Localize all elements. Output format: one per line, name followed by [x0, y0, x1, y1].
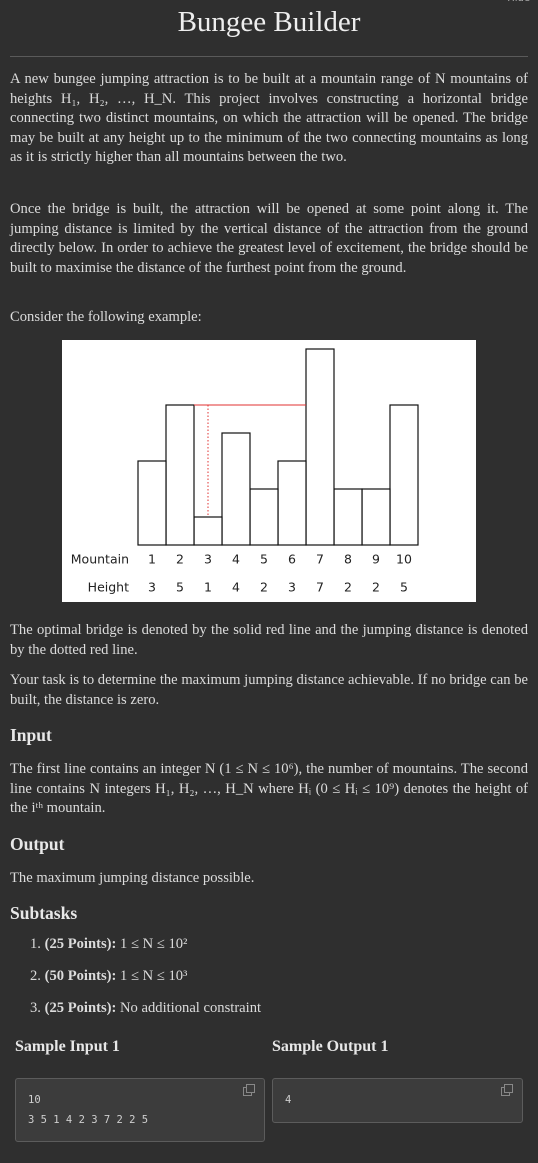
subtask: 1. (25 Points): 1 ≤ N ≤ 10² — [30, 936, 187, 953]
row-label: Height — [88, 580, 129, 595]
sample-input-box: 10 3 5 1 4 2 3 7 2 2 5 — [15, 1078, 265, 1142]
mountain-bar — [361, 488, 391, 546]
mountain-number: 10 — [396, 552, 412, 567]
height-label: 2 — [372, 580, 380, 595]
title: Bungee Builder — [177, 6, 361, 38]
subtask: 2. (50 Points): 1 ≤ N ≤ 10³ — [30, 968, 187, 985]
mountain-figure: 5 10 2 9 2 8 7 7 3 6 2 5 4 4 1 3 5 2 3 1 Height Mountain — [71, 348, 419, 595]
copy-icon[interactable] — [242, 1083, 256, 1097]
height-label: 2 — [344, 580, 352, 595]
height-label: 3 — [148, 580, 156, 595]
sample-output-box: 4 — [272, 1078, 523, 1123]
height-label: 7 — [316, 580, 324, 595]
mountain-number: 2 — [176, 552, 184, 567]
divider — [10, 56, 528, 57]
mountain-bar — [249, 488, 279, 546]
mountain-bar — [221, 432, 251, 546]
mountain-bar — [305, 348, 335, 546]
row-label: Mountain — [71, 552, 129, 567]
paragraph: The first line contains an integer N (1 … — [10, 761, 528, 816]
height-label: 3 — [288, 580, 296, 595]
section-heading: Subtasks — [10, 903, 78, 923]
mountain-bar — [137, 460, 167, 546]
sample-input: 10 3 5 1 4 2 3 7 2 2 5 — [28, 1094, 149, 1126]
sample-heading: Sample Output 1 — [272, 1038, 389, 1055]
height-label: 4 — [232, 580, 240, 595]
copy-icon[interactable] — [500, 1083, 514, 1097]
mountain-number: 3 — [204, 552, 212, 567]
mountain-number: 7 — [316, 552, 324, 567]
subtask-label: (50 Points): — [44, 968, 117, 984]
section-heading: Input — [10, 725, 52, 745]
paragraph: The maximum jumping distance possible. — [10, 870, 255, 886]
mountain-number: 6 — [288, 552, 296, 567]
subtask-marker: 2. — [30, 968, 41, 984]
hide-button[interactable]: Hide — [507, 0, 530, 4]
mountain-number: 9 — [372, 552, 380, 567]
subtask-marker: 1. — [30, 936, 41, 952]
sample-output: 4 — [285, 1094, 292, 1106]
subtask-label: (25 Points): — [44, 936, 117, 952]
subtask-text: 1 ≤ N ≤ 10³ — [120, 968, 188, 984]
paragraph: A new bungee jumping attraction is to be… — [10, 71, 528, 165]
figure: 5 10 2 9 2 8 7 7 3 6 2 5 4 4 1 3 5 2 3 1 Height Mountain — [62, 340, 476, 602]
subtask-label: (25 Points): — [44, 1000, 117, 1016]
mountain-bar — [277, 460, 307, 546]
paragraph: Your task is to determine the maximum ju… — [10, 672, 528, 708]
mountain-bar — [193, 516, 223, 546]
paragraph: The optimal bridge is denoted by the sol… — [10, 622, 528, 658]
mountain-bar — [389, 404, 419, 546]
mountain-number: 5 — [260, 552, 268, 567]
height-label: 5 — [176, 580, 184, 595]
subtask: 3. (25 Points): No additional constraint — [30, 1000, 261, 1017]
subtask-marker: 3. — [30, 1000, 41, 1016]
height-label: 2 — [260, 580, 268, 595]
sample-heading: Sample Input 1 — [15, 1038, 120, 1055]
subtask-text: 1 ≤ N ≤ 10² — [120, 936, 188, 952]
mountain-bar — [333, 488, 363, 546]
height-label: 5 — [400, 580, 408, 595]
mountain-number: 4 — [232, 552, 240, 567]
paragraph: Consider the following example: — [10, 309, 202, 325]
subtask-text: No additional constraint — [120, 1000, 262, 1016]
mountain-bar — [165, 404, 195, 546]
paragraph: Once the bridge is built, the attraction… — [10, 201, 528, 276]
section-heading: Output — [10, 834, 65, 854]
mountain-number: 8 — [344, 552, 352, 567]
mountain-number: 1 — [148, 552, 156, 567]
height-label: 1 — [204, 580, 212, 595]
